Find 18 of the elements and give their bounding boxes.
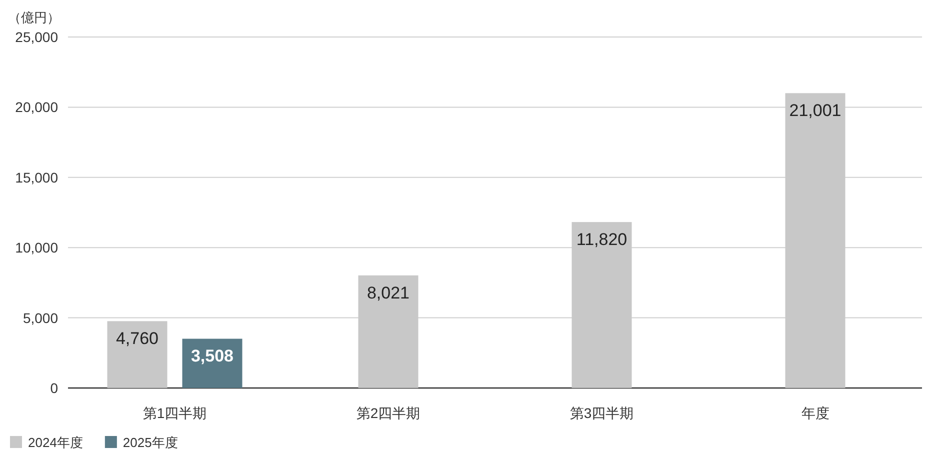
x-tick-label: 年度 (801, 405, 830, 421)
text: 4,760 (116, 329, 159, 348)
legend-label: 2025年度 (122, 435, 178, 450)
text: 8,021 (366, 283, 410, 302)
y-tick-label: 10,000 (15, 240, 58, 256)
y-tick-label: 5,000 (22, 310, 58, 326)
y-tick-label: 15,000 (15, 169, 58, 186)
y-tick-label: 25,000 (15, 29, 58, 45)
x-tick-label: 第3四半期 (570, 405, 634, 421)
text: 21,001 (789, 101, 842, 120)
text: 11,820 (576, 230, 628, 250)
y-tick-label: 20,000 (15, 99, 58, 116)
legend-label: 2024年度 (28, 435, 83, 450)
y-tick-label: 0 (50, 380, 58, 396)
text: 3,508 (190, 346, 234, 366)
x-tick-label: 第1四半期 (142, 405, 207, 421)
x-tick-label: 第2四半期 (356, 405, 420, 421)
y-axis-title: （億円） (8, 10, 60, 25)
